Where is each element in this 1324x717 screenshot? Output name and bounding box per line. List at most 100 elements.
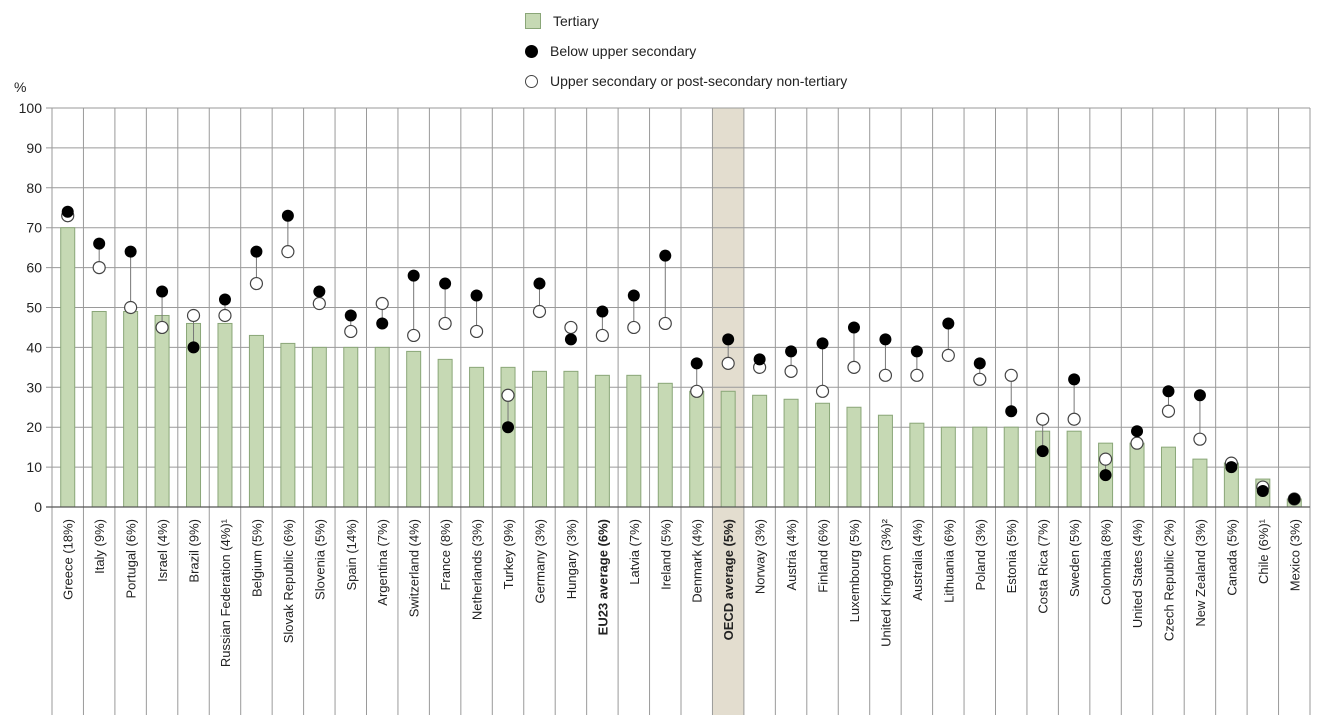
point-upper-secondary bbox=[1098, 452, 1113, 466]
point-below-upper-secondary bbox=[973, 357, 986, 370]
point-below-upper-secondary bbox=[847, 321, 860, 334]
point-below-upper-secondary bbox=[439, 277, 452, 290]
legend-swatch-open-dot bbox=[525, 74, 538, 88]
bar-tertiary bbox=[752, 394, 768, 508]
bar-tertiary bbox=[60, 227, 76, 508]
x-tick-label: Germany (3%) bbox=[532, 519, 547, 604]
point-upper-secondary bbox=[564, 320, 578, 335]
x-tick-label: Canada (5%) bbox=[1224, 519, 1239, 596]
point-below-upper-secondary bbox=[785, 345, 798, 358]
y-tick-label: 10 bbox=[26, 459, 42, 475]
point-below-upper-secondary bbox=[187, 341, 200, 354]
point-below-upper-secondary bbox=[281, 209, 294, 222]
bar-tertiary bbox=[940, 426, 956, 508]
x-tick-label: Portugal (6%) bbox=[124, 519, 139, 598]
point-below-upper-secondary bbox=[218, 293, 231, 306]
point-upper-secondary bbox=[1130, 436, 1144, 450]
point-below-upper-secondary bbox=[124, 245, 137, 258]
x-tick-label: Argentina (7%) bbox=[375, 519, 390, 606]
bar-tertiary bbox=[815, 402, 831, 508]
bar-tertiary bbox=[437, 358, 453, 508]
y-tick-label: 40 bbox=[26, 339, 42, 355]
point-below-upper-secondary bbox=[627, 289, 640, 302]
bar-tertiary bbox=[657, 382, 673, 508]
bar-tertiary bbox=[594, 374, 610, 508]
y-tick-label: 100 bbox=[19, 100, 43, 116]
bar-tertiary bbox=[1192, 458, 1208, 508]
legend-label-tertiary: Tertiary bbox=[553, 13, 599, 29]
point-upper-secondary bbox=[627, 320, 641, 335]
point-upper-secondary bbox=[1004, 368, 1018, 382]
point-upper-secondary bbox=[312, 296, 326, 311]
point-below-upper-secondary bbox=[1288, 493, 1301, 506]
x-tick-label: Spain (14%) bbox=[344, 519, 359, 591]
x-tick-label: United States (4%) bbox=[1130, 519, 1145, 628]
bar-tertiary bbox=[280, 342, 296, 508]
x-tick-label: Hungary (3%) bbox=[564, 519, 579, 599]
point-upper-secondary bbox=[690, 384, 704, 398]
point-below-upper-secondary bbox=[1036, 445, 1049, 458]
x-tick-label: Italy (9%) bbox=[92, 519, 107, 574]
point-upper-secondary bbox=[973, 372, 987, 386]
point-upper-secondary bbox=[469, 324, 484, 339]
y-tick-label: 80 bbox=[26, 180, 42, 196]
point-upper-secondary bbox=[1067, 412, 1081, 426]
x-tick-label: Czech Republic (2%) bbox=[1161, 519, 1176, 641]
x-tick-label: Australia (4%) bbox=[910, 519, 925, 601]
bar-tertiary bbox=[1003, 426, 1019, 508]
y-tick-label: 20 bbox=[26, 419, 42, 435]
point-upper-secondary bbox=[1161, 404, 1176, 418]
point-upper-secondary bbox=[847, 360, 861, 374]
y-tick-label: 30 bbox=[26, 379, 42, 395]
x-tick-label: Latvia (7%) bbox=[627, 519, 642, 585]
x-tick-label: Brazil (9%) bbox=[187, 519, 202, 583]
point-below-upper-secondary bbox=[816, 337, 829, 350]
bar-tertiary bbox=[1129, 442, 1145, 508]
bar-tertiary bbox=[846, 406, 862, 508]
x-tick-label: Estonia (5%) bbox=[1004, 519, 1019, 593]
point-upper-secondary bbox=[910, 368, 924, 382]
x-tick-label: OECD average (5%) bbox=[721, 519, 736, 640]
bar-tertiary bbox=[91, 310, 107, 508]
y-axis-label: % bbox=[14, 79, 26, 95]
x-tick-label: Israel (4%) bbox=[155, 519, 170, 582]
point-upper-secondary bbox=[1036, 412, 1050, 426]
point-below-upper-secondary bbox=[344, 309, 357, 322]
point-below-upper-secondary bbox=[910, 345, 923, 358]
x-tick-label: Finland (6%) bbox=[816, 519, 831, 593]
x-tick-label: Greece (18%) bbox=[61, 519, 76, 600]
point-below-upper-secondary bbox=[156, 285, 169, 298]
x-tick-label: United Kingdom (3%)² bbox=[878, 518, 893, 647]
point-below-upper-secondary bbox=[61, 205, 74, 218]
bar-tertiary bbox=[783, 398, 799, 508]
legend: Tertiary Below upper secondary Upper sec… bbox=[525, 6, 847, 96]
bar-tertiary bbox=[1066, 430, 1082, 508]
point-below-upper-secondary bbox=[753, 353, 766, 366]
bar-tertiary bbox=[877, 414, 893, 508]
bar-tertiary bbox=[531, 370, 547, 508]
point-below-upper-secondary bbox=[470, 289, 483, 302]
point-below-upper-secondary bbox=[313, 285, 326, 298]
x-tick-label: New Zealand (3%) bbox=[1193, 519, 1208, 627]
point-upper-secondary bbox=[218, 308, 232, 323]
y-tick-label: 70 bbox=[26, 220, 42, 236]
x-tick-label: Colombia (8%) bbox=[1099, 519, 1114, 605]
x-tick-label: Costa Rica (7%) bbox=[1036, 519, 1051, 614]
bar-tertiary bbox=[343, 346, 359, 508]
point-upper-secondary bbox=[721, 356, 735, 370]
x-tick-label: Austria (4%) bbox=[784, 519, 799, 591]
bar-tertiary bbox=[406, 350, 422, 508]
point-below-upper-secondary bbox=[1131, 425, 1144, 438]
point-below-upper-secondary bbox=[407, 269, 420, 282]
point-below-upper-secondary bbox=[1225, 461, 1238, 474]
point-upper-secondary bbox=[407, 328, 421, 343]
x-tick-label: Mexico (3%) bbox=[1287, 519, 1302, 591]
x-tick-label: Netherlands (3%) bbox=[470, 519, 485, 620]
bar-tertiary bbox=[154, 314, 170, 508]
legend-item-below-upper-secondary: Below upper secondary bbox=[525, 36, 847, 66]
point-below-upper-secondary bbox=[1099, 469, 1112, 482]
point-below-upper-secondary bbox=[722, 333, 735, 346]
bar-tertiary bbox=[909, 422, 925, 508]
y-tick-label: 50 bbox=[26, 300, 42, 316]
